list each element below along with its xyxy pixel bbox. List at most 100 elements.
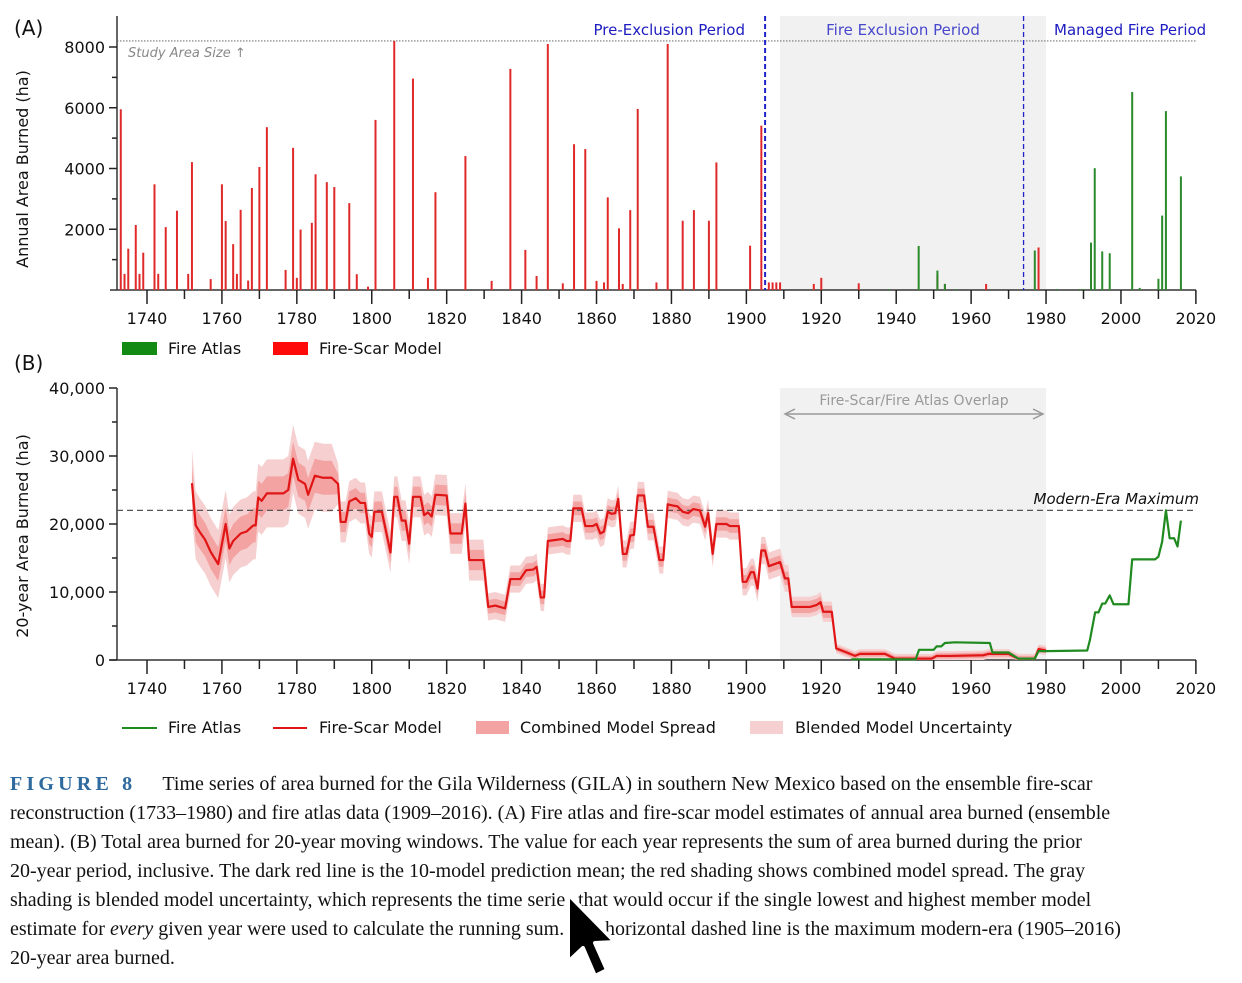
x-tick-label: 1780 <box>276 309 317 328</box>
fire-scar-bar <box>355 274 358 290</box>
caption-line-3: mean). (B) Total area burned for 20-year… <box>10 831 1082 853</box>
arrow-right-icon <box>1032 408 1045 420</box>
fire-atlas-bar <box>1131 91 1134 290</box>
fire-atlas-bar <box>1101 251 1104 290</box>
caption-line-2: reconstruction (1733–1980) and fire atla… <box>10 802 1111 824</box>
x-tick-label: 1940 <box>876 679 917 698</box>
fire-scar-bar <box>692 210 695 290</box>
fire-scar-bar <box>134 224 137 290</box>
fire-scar-bar <box>153 184 156 290</box>
managed-fire-period-label: Managed Fire Period <box>1054 21 1206 39</box>
fire-scar-bar <box>209 279 212 290</box>
fire-atlas-bar <box>1179 176 1182 290</box>
x-tick-label: 1980 <box>1026 309 1067 328</box>
legend-fire-scar-swatch <box>273 342 308 355</box>
legend-fire-atlas-swatch <box>122 342 157 355</box>
x-tick-label: 1780 <box>276 679 317 698</box>
fire-scar-bar <box>374 119 377 291</box>
fire-scar-model-line <box>190 457 1047 660</box>
y-axis-label: Annual Area Burned (ha) <box>13 70 32 268</box>
fire-scar-bar <box>138 273 141 290</box>
fire-scar-bar <box>187 273 190 290</box>
fire-scar-bar <box>314 174 317 290</box>
x-tick-label: 2020 <box>1176 309 1217 328</box>
panel-label: (B) <box>14 351 43 375</box>
fire-scar-bar <box>175 210 178 290</box>
fire-scar-bar <box>760 125 763 290</box>
arrow-left-icon <box>783 408 796 420</box>
fire-scar-bar <box>348 203 351 290</box>
fire-atlas-bar <box>1138 287 1141 290</box>
fire-scar-bar <box>220 184 223 290</box>
fire-scar-bar <box>157 273 160 290</box>
modern-era-maximum-label: Modern-Era Maximum <box>1034 490 1199 508</box>
fire-scar-bar <box>666 43 669 291</box>
fire-scar-bar <box>707 220 710 290</box>
x-tick-label: 1980 <box>1026 679 1067 698</box>
fire-scar-bar <box>535 276 538 290</box>
caption-line-5: shading is blended model uncertainty, wh… <box>10 889 1092 911</box>
fire-scar-bar <box>606 197 609 290</box>
fire-scar-bar <box>123 273 126 290</box>
fire-scar-bar <box>629 210 632 290</box>
fire-scar-bar <box>284 269 287 290</box>
y-axis-label: 20-year Area Burned (ha) <box>13 434 32 638</box>
fire-scar-bar <box>299 229 302 290</box>
fire-scar-bar <box>655 282 658 290</box>
fire-scar-bar <box>1037 247 1040 290</box>
fire-scar-bar <box>411 78 414 290</box>
x-tick-label: 1880 <box>651 679 692 698</box>
fire-scar-bar <box>546 43 549 291</box>
fire-scar-bar <box>775 282 778 290</box>
y-tick-label: 30,000 <box>49 447 105 466</box>
legend-combined-spread-label: Combined Model Spread <box>520 718 716 737</box>
fire-atlas-bar <box>887 289 890 291</box>
fire-scar-bar <box>715 162 718 290</box>
fire-scar-bar <box>310 222 313 290</box>
fire-scar-bar <box>258 166 261 290</box>
fire-atlas-bar <box>1164 111 1167 290</box>
caption-text: given year were used to calculate the ru… <box>153 918 1121 940</box>
x-tick-label: 1880 <box>651 309 692 328</box>
fire-atlas-bar <box>1078 289 1081 291</box>
fire-exclusion-shade <box>780 16 1047 290</box>
fire-atlas-bar <box>1089 242 1092 290</box>
x-tick-label: 1960 <box>951 679 992 698</box>
fire-scar-bar <box>239 209 242 290</box>
x-tick-label: 1760 <box>202 309 243 328</box>
fire-scar-bar <box>247 280 250 290</box>
caption-line-7: 20-year area burned. <box>10 947 175 969</box>
x-tick-label: 1740 <box>127 309 168 328</box>
fire-scar-bar <box>119 109 122 290</box>
legend-fire-scar-label: Fire-Scar Model <box>319 718 442 737</box>
y-tick-label: 6000 <box>64 99 105 118</box>
fire-scar-bar <box>595 280 598 290</box>
legend-fire-atlas-label: Fire Atlas <box>168 339 241 358</box>
legend-combined-spread-swatch <box>476 721 509 734</box>
caption-italic: every <box>109 918 154 940</box>
legend-blended-uncertainty-label: Blended Model Uncertainty <box>795 718 1012 737</box>
fire-atlas-bar <box>1161 215 1164 290</box>
y-tick-label: 0 <box>95 651 105 670</box>
fire-scar-bar <box>561 283 564 290</box>
fire-scar-bar <box>190 162 193 290</box>
caption-text: Time series of area burned for the Gila … <box>162 773 1093 795</box>
x-tick-label: 1840 <box>501 679 542 698</box>
figure: 1740 1760 1780 1800 1820 1840 1860 1880 1900 1920… <box>13 16 1217 737</box>
fire-scar-bar <box>250 187 253 290</box>
fire-scar-bar <box>393 40 396 290</box>
fire-scar-bar <box>367 286 370 290</box>
y-tick-label: 2000 <box>64 220 105 239</box>
fire-scar-bar <box>224 221 227 290</box>
legend-fire-atlas-label: Fire Atlas <box>168 718 241 737</box>
fire-scar-bar <box>235 273 238 290</box>
y-tick-label: 20,000 <box>49 515 105 534</box>
y-tick-label: 8000 <box>64 38 105 57</box>
fire-scar-bar <box>142 252 145 290</box>
y-tick-label: 40,000 <box>49 379 105 398</box>
fire-scar-bar <box>749 245 752 290</box>
fire-scar-bar <box>333 187 336 290</box>
fire-scar-bar <box>771 282 774 290</box>
y-tick-label: 4000 <box>64 160 105 179</box>
fire-scar-bar <box>681 220 684 290</box>
